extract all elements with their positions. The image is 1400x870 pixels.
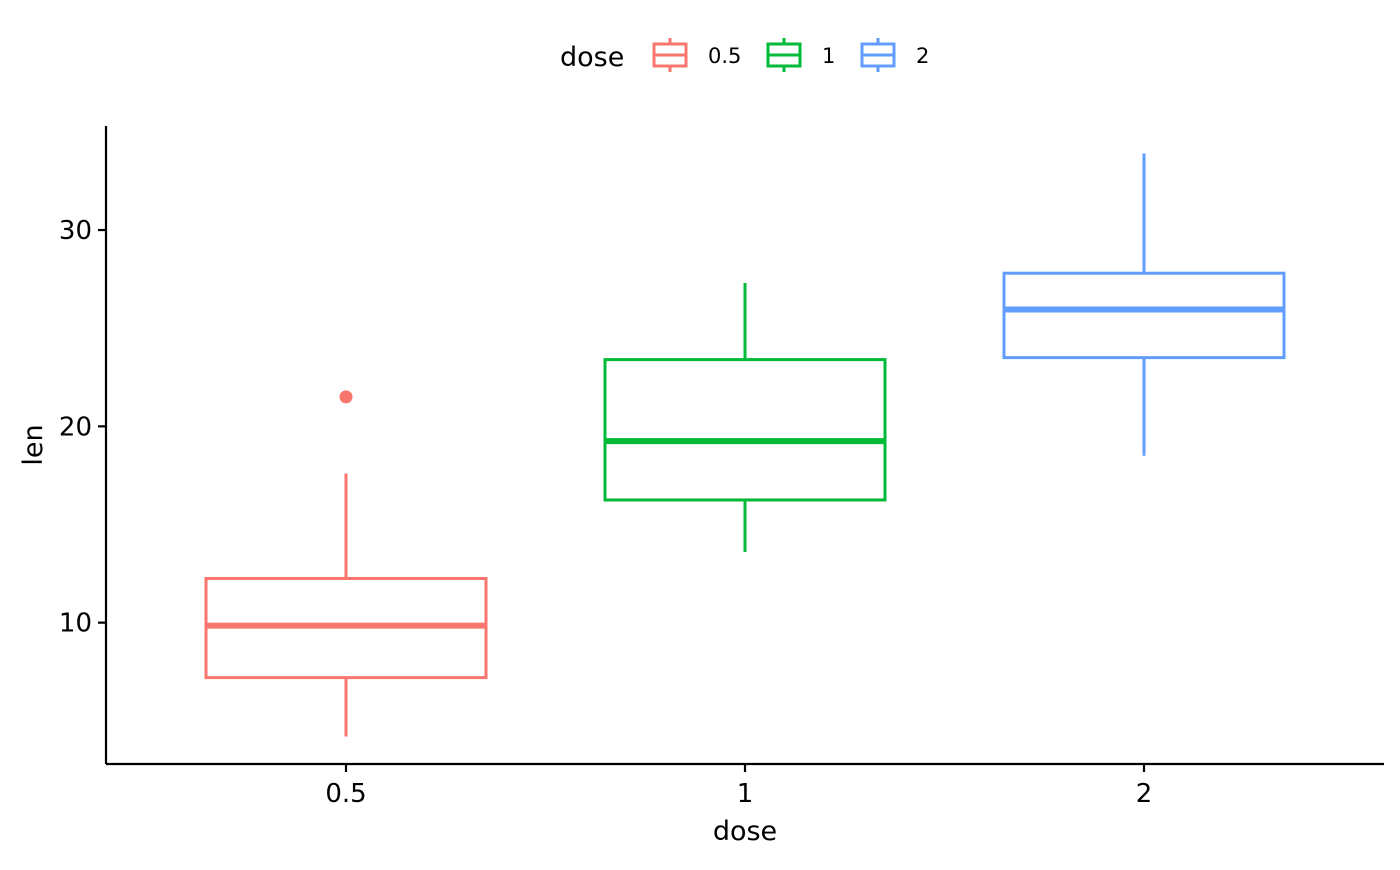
legend-label: 2 bbox=[916, 44, 929, 68]
legend: dose 0.5 1 2 bbox=[560, 38, 929, 73]
box-0.5 bbox=[204, 390, 488, 737]
box-1 bbox=[603, 283, 887, 552]
outlier-point bbox=[339, 390, 353, 404]
legend-key bbox=[652, 38, 688, 72]
y-axis-label: len bbox=[18, 424, 49, 465]
legend-entry-1: 1 bbox=[766, 38, 835, 72]
box-iqr bbox=[603, 358, 887, 502]
y-tick-label: 10 bbox=[59, 609, 92, 639]
box-2 bbox=[1002, 153, 1286, 456]
legend-entry-2: 2 bbox=[860, 38, 929, 72]
legend-entries: 0.5 1 2 bbox=[652, 38, 929, 72]
y-ticks: 10 20 30 bbox=[59, 216, 106, 639]
legend-title: dose bbox=[560, 42, 624, 73]
x-ticks: 0.5 1 2 bbox=[325, 764, 1152, 809]
x-tick-label: 1 bbox=[737, 779, 754, 809]
boxes bbox=[204, 153, 1286, 737]
legend-entry-0.5: 0.5 bbox=[652, 38, 741, 72]
y-tick-label: 30 bbox=[59, 216, 92, 246]
legend-key bbox=[860, 38, 896, 72]
axes: 10 20 30 0.5 1 2 dose len bbox=[18, 126, 1384, 847]
box-iqr bbox=[1002, 271, 1286, 360]
legend-label: 0.5 bbox=[708, 44, 741, 68]
x-axis-label: dose bbox=[713, 816, 777, 847]
y-tick-label: 20 bbox=[59, 412, 92, 442]
x-tick-label: 0.5 bbox=[325, 779, 366, 809]
legend-key bbox=[766, 38, 802, 72]
legend-label: 1 bbox=[822, 44, 835, 68]
x-tick-label: 2 bbox=[1136, 779, 1153, 809]
